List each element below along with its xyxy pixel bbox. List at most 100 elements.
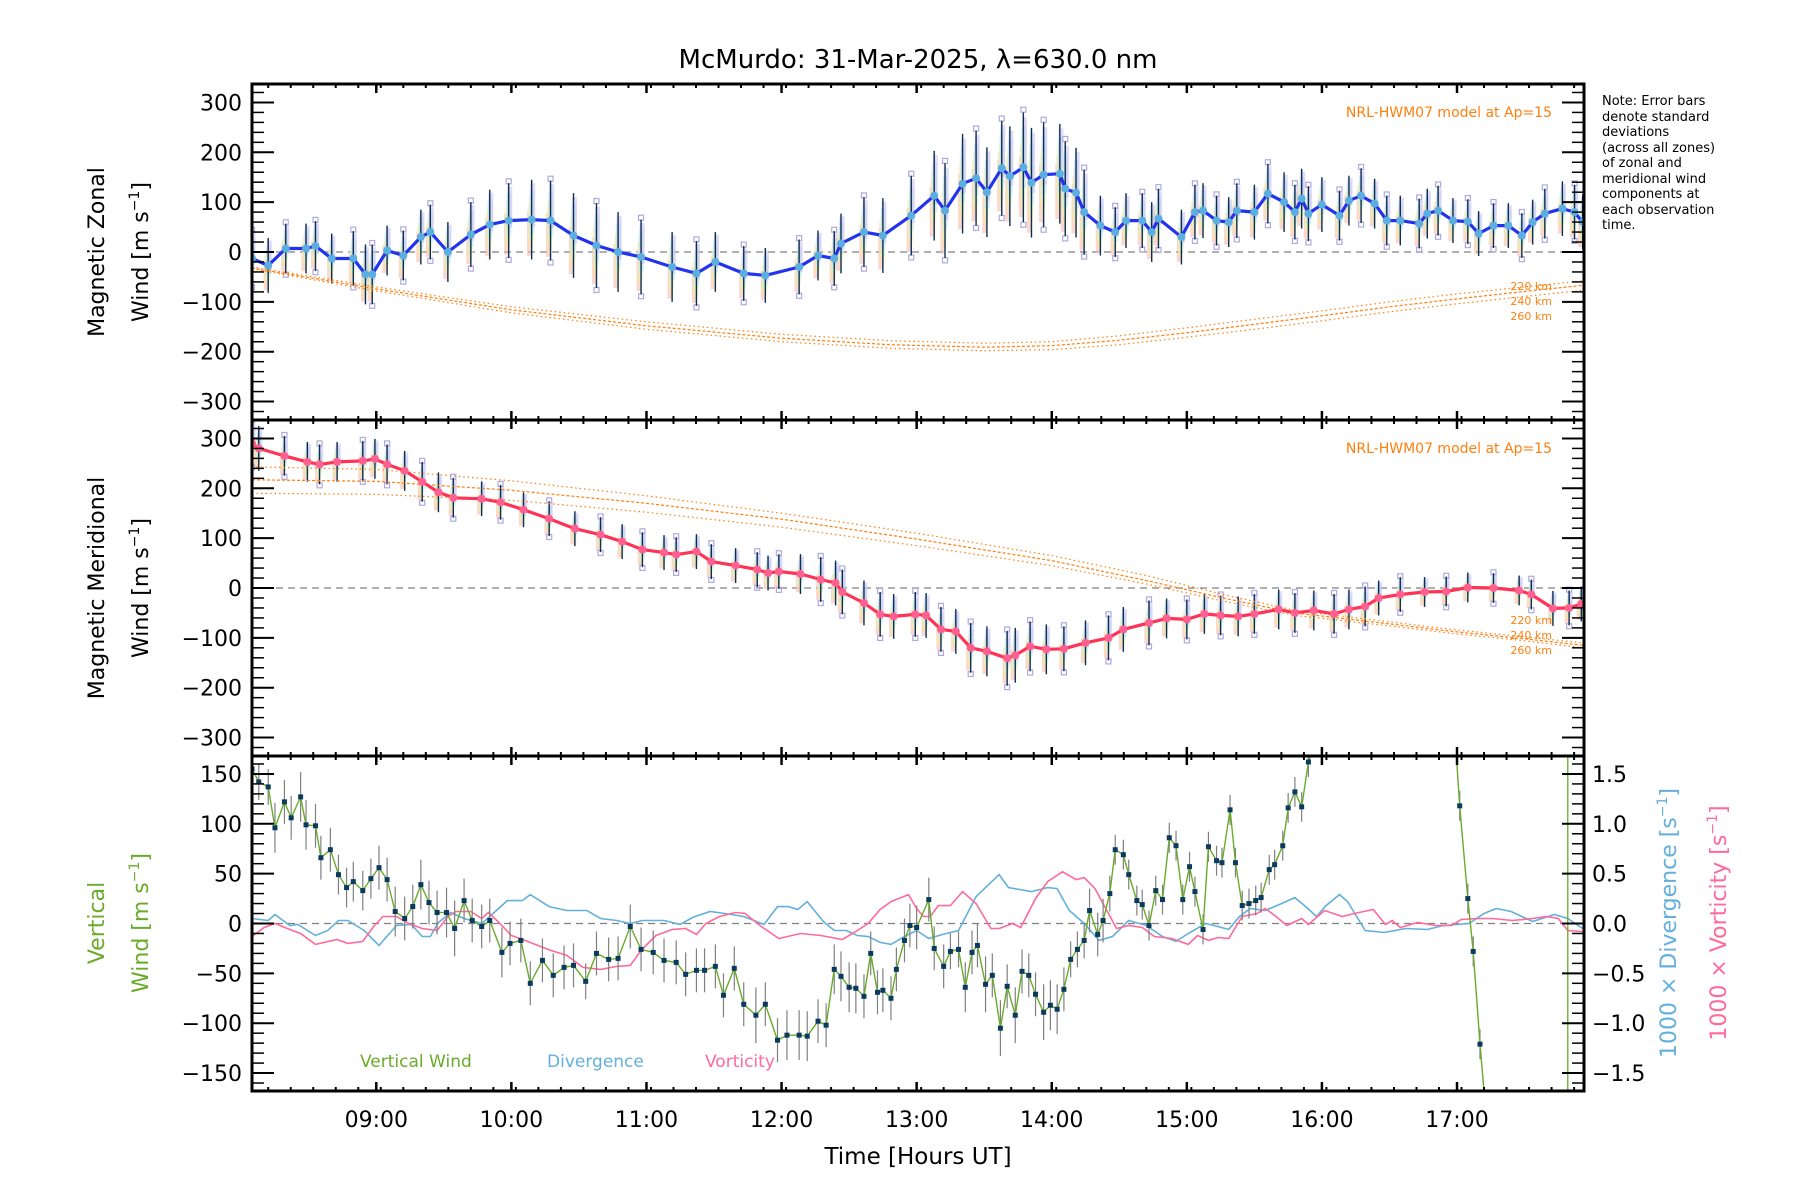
zonal-mean-point <box>614 248 623 256</box>
zonal-mean-point <box>1517 231 1526 240</box>
meridional-mean-point <box>1548 604 1557 613</box>
legend-divergence: Divergence <box>547 1052 644 1072</box>
meridional-zone-swath <box>573 512 579 532</box>
zonal-mean-point <box>1463 217 1472 226</box>
zonal-zone-swath <box>1157 191 1163 225</box>
meridional-zone-swath <box>420 463 426 486</box>
zonal-zone-swath <box>862 200 868 239</box>
meridional-zone-swath <box>1252 595 1258 618</box>
zonal-mean-point <box>1290 208 1299 217</box>
zonal-zone-swath <box>1227 199 1233 227</box>
error-bar-note: Note: Error bars denote standard deviati… <box>1602 94 1716 233</box>
meridional-mean-point <box>982 647 991 656</box>
meridional-mean-point <box>1145 618 1154 627</box>
y2-tick-label: 1.5 <box>1592 763 1627 788</box>
zonal-y-tick-label: −200 <box>182 341 242 366</box>
vertical-wind-point <box>1470 948 1476 954</box>
meridional-model-label: NRL-HWM07 model at Ap=15 <box>1346 441 1552 457</box>
vertical-wind-point <box>1305 759 1311 765</box>
vertical-wind-point <box>461 898 467 904</box>
zonal-zone-swath <box>932 154 938 205</box>
legend-vorticity: Vorticity <box>705 1052 775 1072</box>
zonal-model-curve-kmkm <box>252 268 1583 352</box>
zonal-zone-swath <box>1359 170 1365 201</box>
zonal-zone-swath <box>985 151 991 201</box>
vertical-wind-point <box>583 978 589 984</box>
zonal-zone-swath <box>616 215 622 260</box>
zonal-zone-swath <box>385 227 391 256</box>
zonal-zone-swath <box>1320 179 1326 210</box>
vertical-wind-point <box>1166 835 1172 841</box>
vertical-wind-point <box>434 910 440 916</box>
vertical-wind-point <box>499 949 505 955</box>
vertical-wind-point <box>288 815 294 821</box>
meridional-mean-point <box>1442 587 1451 596</box>
meridional-mean-point <box>707 557 716 566</box>
meridional-mean-point <box>753 565 762 574</box>
zonal-model-240: 240 km <box>1510 295 1552 308</box>
meridional-plot-area <box>252 420 1584 691</box>
meridional-zone-swath <box>892 596 898 621</box>
vertical-wind-point <box>683 971 689 977</box>
vertical-wind-point <box>1200 926 1206 932</box>
zonal-zone-swath <box>549 184 555 229</box>
zonal-mean-point <box>1232 206 1241 215</box>
meridional-mean-point <box>1290 608 1299 617</box>
zonal-mean-point <box>1080 208 1089 217</box>
meridional-zone-swath <box>1147 602 1153 628</box>
zonal-zone-swath <box>1215 197 1221 226</box>
y2-tick-label: 0.0 <box>1592 913 1627 938</box>
vertical-panel: 1.5 1.0 0.5 0.0 −0.5 −1.0 −1.5 150 100 50 0 −50 −100… <box>182 754 1645 1133</box>
zonal-zone-swath <box>1098 198 1104 232</box>
zonal-zone-square <box>972 224 980 232</box>
vertical-wind-point <box>823 1022 829 1028</box>
zonal-mean-point <box>1344 196 1353 205</box>
zonal-zone-square <box>505 256 512 263</box>
vertical-wind-point <box>539 957 545 963</box>
vertical-wind-point <box>1146 922 1152 928</box>
zonal-mean-point <box>1297 194 1306 203</box>
zonal-zone-swath <box>1307 188 1313 219</box>
x-tick-label: 12:00 <box>750 1108 813 1133</box>
zonal-zone-swath <box>1030 132 1036 194</box>
zonal-mean-point <box>958 179 967 188</box>
meridional-mean-point <box>1011 651 1020 660</box>
vertical-wind-point <box>298 794 304 800</box>
zonal-zone-swath <box>1293 187 1299 218</box>
meridional-zone-swath <box>840 571 846 597</box>
zonal-ylabel-close: ] <box>129 182 154 191</box>
vertical-wind-point <box>914 924 920 930</box>
meridional-mean-point <box>1200 609 1209 618</box>
zonal-y-tick-label: 0 <box>228 241 242 266</box>
y2-tick-label: 1.0 <box>1592 813 1627 838</box>
zonal-mean-point <box>637 252 646 261</box>
x-tick-label: 17:00 <box>1425 1108 1488 1133</box>
zonal-zone-swath <box>1451 200 1457 225</box>
meridional-mean-point <box>1003 654 1012 663</box>
meridional-zone-swath <box>641 533 647 553</box>
zonal-zone-swath <box>839 216 845 250</box>
vertical-wind-point <box>479 923 485 929</box>
vertical-plot-area <box>252 756 1584 1091</box>
zonal-zone-square <box>998 115 1005 122</box>
meridional-mean-point <box>889 612 898 621</box>
meridional-zone-swath <box>1293 594 1299 617</box>
meridional-mean-point <box>618 537 627 546</box>
zonal-zone-swath <box>446 224 452 258</box>
zonal-zone-swath <box>1300 171 1306 205</box>
zonal-zone-swath <box>351 233 357 264</box>
zonal-zone-swath <box>1477 213 1483 238</box>
vertical-wind-point <box>893 966 899 972</box>
vertical-wind-point <box>410 904 416 910</box>
meridional-mean-point <box>496 498 505 507</box>
zonal-mean-point <box>1190 208 1199 217</box>
meridional-mean-point <box>1515 586 1524 595</box>
x-tick-label: 11:00 <box>615 1108 678 1133</box>
meridional-zone-swath <box>318 446 324 469</box>
vertical-wind-point <box>327 847 333 853</box>
meridional-zone-swath <box>1517 576 1523 594</box>
zonal-zone-square <box>637 214 645 221</box>
vertical-wind-point <box>997 1025 1003 1031</box>
vertical-ylabel-line2-group: Wind [m s−1] <box>127 853 154 993</box>
vertical-wind-point <box>1272 862 1278 868</box>
